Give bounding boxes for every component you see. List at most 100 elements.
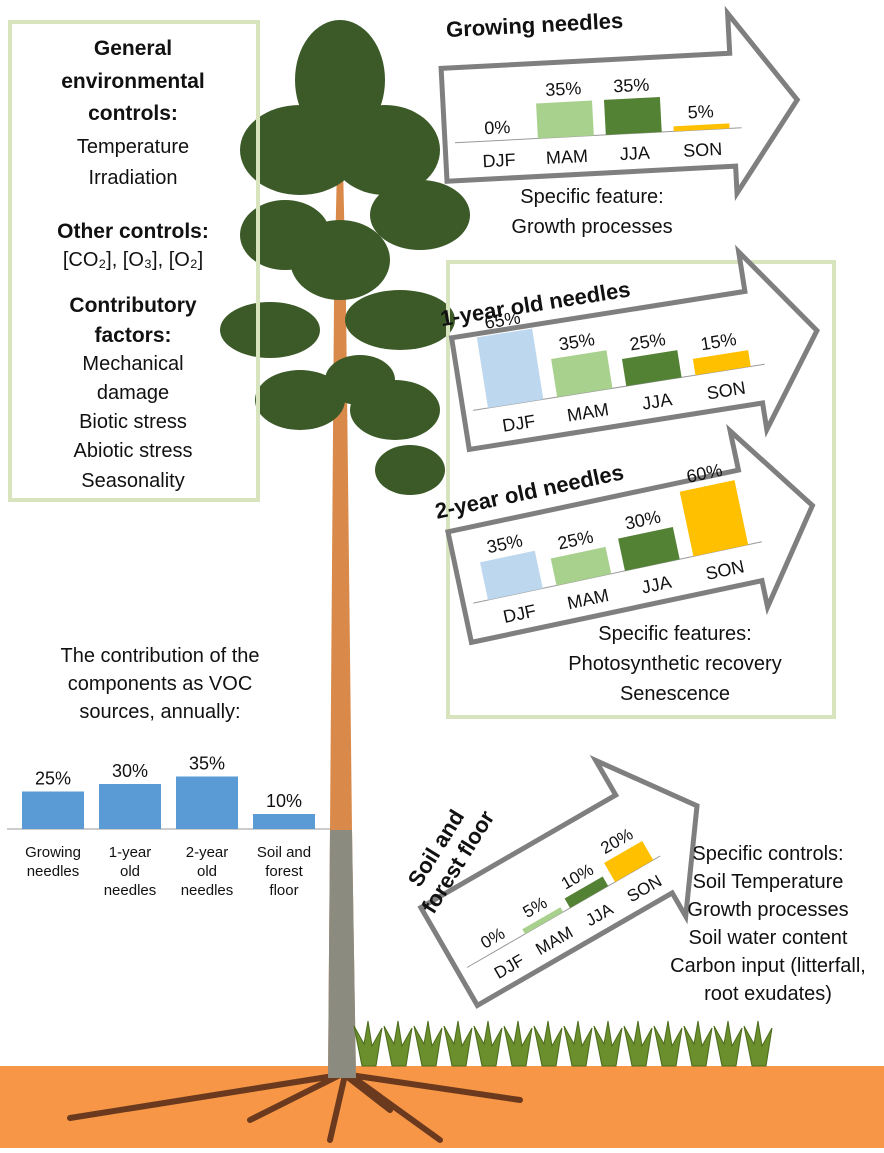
- bar: [476, 328, 544, 408]
- category-label: needles: [104, 882, 157, 899]
- category-label: old: [197, 863, 217, 880]
- note: Soil Temperature: [693, 871, 844, 893]
- note: Growth processes: [511, 216, 672, 238]
- category-label: needles: [27, 863, 80, 880]
- chart: 1-year old needles65%DJF35%MAM25%JJA15%S…: [439, 244, 820, 453]
- category-label: JJA: [641, 389, 674, 413]
- chart-title-line: The contribution of the: [60, 645, 259, 667]
- bar: [22, 791, 84, 829]
- bar: [564, 876, 609, 909]
- category-label: SON: [683, 139, 723, 161]
- category-label: MAM: [545, 146, 588, 168]
- category-label: Growing: [25, 844, 81, 861]
- grass-blade: [623, 1020, 653, 1067]
- grass-blade: [653, 1020, 683, 1067]
- grass-blade: [713, 1020, 743, 1067]
- category-label: old: [120, 863, 140, 880]
- chart: 2-year old needles35%DJF25%MAM30%JJA60%S…: [433, 423, 816, 646]
- bar: [679, 480, 749, 557]
- category-label: DJF: [482, 150, 516, 172]
- value-label: 30%: [112, 761, 148, 781]
- grass-blade: [413, 1020, 443, 1067]
- category-label: needles: [181, 882, 234, 899]
- note: Carbon input (litterfall,: [670, 955, 866, 977]
- value-label: 0%: [484, 117, 511, 138]
- value-label: 35%: [189, 754, 225, 774]
- panel-text: Temperature: [77, 136, 189, 158]
- panel-heading: General: [94, 37, 172, 60]
- roots: [67, 1072, 523, 1143]
- grass-blade: [593, 1020, 623, 1067]
- bar: [176, 776, 238, 829]
- trunk-base: [328, 830, 356, 1078]
- bar: [603, 96, 662, 135]
- note: Specific features:: [598, 623, 751, 645]
- note: Photosynthetic recovery: [568, 653, 781, 675]
- chart-title-line: sources, annually:: [79, 701, 240, 723]
- grass-blade: [533, 1020, 563, 1067]
- grass-blade: [353, 1020, 383, 1067]
- panel-text: Seasonality: [81, 470, 184, 492]
- bar: [692, 350, 751, 376]
- category-label: Soil and: [257, 844, 311, 861]
- note: Soil water content: [689, 927, 848, 949]
- needles-panel: [446, 260, 836, 719]
- bar: [618, 526, 680, 571]
- bar: [621, 350, 682, 387]
- panel-heading: Other controls:: [57, 220, 209, 243]
- grass-blade: [743, 1020, 773, 1067]
- category-label: floor: [269, 882, 298, 899]
- controls-text: General environmental controls: Temperature…: [57, 37, 209, 492]
- panel-heading: factors:: [94, 324, 171, 347]
- bar: [673, 123, 730, 132]
- category-label: forest: [265, 863, 303, 880]
- note: Specific feature:: [520, 186, 663, 208]
- chart: Growing needles 0% DJF 35% MAM 35% JJA 5% SON: [438, 5, 801, 201]
- panel-text: damage: [97, 382, 169, 404]
- grass-blade: [563, 1020, 593, 1067]
- panel-heading: controls:: [88, 102, 178, 125]
- panel-text: Irradiation: [89, 167, 178, 189]
- controls-panel: [8, 20, 260, 502]
- value-label: 35%: [613, 75, 650, 97]
- bar: [253, 814, 315, 829]
- category-label: JJA: [619, 143, 650, 165]
- crown: [220, 20, 470, 495]
- category-label: 1-year: [109, 844, 152, 861]
- value-label: 25%: [35, 769, 71, 789]
- panel-text: Mechanical: [82, 353, 183, 375]
- note: root exudates): [704, 983, 832, 1005]
- grass-blade: [473, 1020, 503, 1067]
- bar: [479, 550, 543, 600]
- panel-text: [CO₂], [O₃], [O₂]: [63, 249, 203, 271]
- bar: [522, 907, 564, 935]
- chart-title-line: components as VOC: [68, 673, 253, 695]
- bar: [604, 840, 654, 883]
- arrow: [448, 244, 820, 453]
- panel-text: Abiotic stress: [74, 440, 193, 462]
- chart-title: Growing needles: [445, 8, 623, 42]
- value-label: 35%: [545, 78, 582, 100]
- bar: [550, 546, 612, 586]
- note: Growth processes: [687, 899, 848, 921]
- value-label: 10%: [266, 791, 302, 811]
- note: Senescence: [620, 683, 730, 705]
- grass-blade: [443, 1020, 473, 1067]
- note: Specific controls:: [692, 843, 843, 865]
- bar: [551, 350, 613, 398]
- value-label: 5%: [687, 101, 714, 122]
- panel-text: Biotic stress: [79, 411, 187, 433]
- grass-blade: [383, 1020, 413, 1067]
- chart: 25% Growing needles 30% 1-year old needles 35% 2…: [7, 754, 330, 899]
- grass-blade: [683, 1020, 713, 1067]
- arrow: [417, 754, 700, 1009]
- bar: [99, 784, 161, 829]
- bar: [536, 100, 594, 139]
- panel-heading: Contributory: [69, 294, 196, 317]
- grass: [353, 1020, 773, 1067]
- grass-blade: [503, 1020, 533, 1067]
- category-label: 2-year: [186, 844, 229, 861]
- panel-heading: environmental: [61, 70, 205, 93]
